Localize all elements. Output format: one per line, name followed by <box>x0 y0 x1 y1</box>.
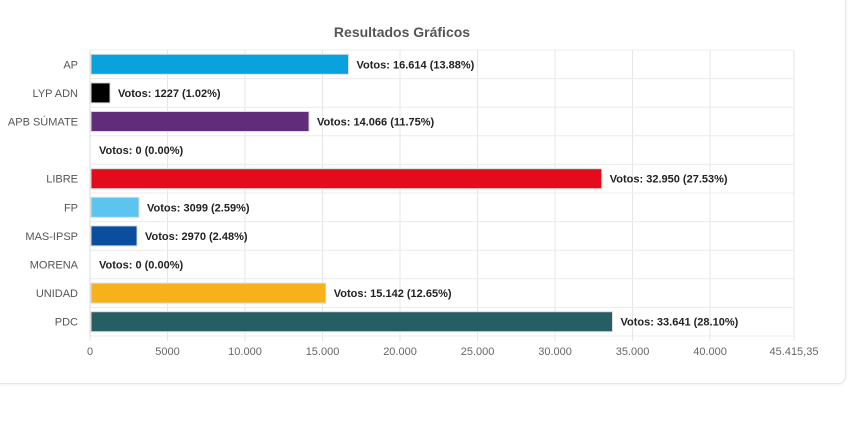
x-tick-label: 10.000 <box>228 346 262 358</box>
data-label: Votos: 33.641 (28.10%) <box>620 317 738 329</box>
category-label: LYP ADN <box>33 88 79 100</box>
category-label: FP <box>64 202 78 214</box>
x-tick-label: 30.000 <box>538 346 572 358</box>
category-label: PDC <box>55 317 78 329</box>
category-label: APB SÚMATE <box>8 116 78 129</box>
bar[interactable] <box>90 111 310 132</box>
bar[interactable] <box>90 53 350 75</box>
bar[interactable] <box>90 225 138 247</box>
data-label: Votos: 15.142 (12.65%) <box>334 288 452 300</box>
category-label: MAS-IPSP <box>25 231 78 243</box>
x-tick-label: 40.000 <box>693 346 727 358</box>
category-label: AP <box>63 59 78 71</box>
data-label: Votos: 16.614 (13.88%) <box>357 59 475 71</box>
data-label: Votos: 32.950 (27.53%) <box>610 174 728 186</box>
x-tick-label: 0 <box>87 346 93 358</box>
bar[interactable] <box>90 282 327 304</box>
data-label: Votos: 0 (0.00%) <box>99 260 183 272</box>
chart-title: Resultados Gráficos <box>333 24 471 40</box>
bar[interactable] <box>90 168 603 190</box>
data-label: Votos: 1227 (1.02%) <box>118 88 221 100</box>
bar[interactable] <box>90 196 140 218</box>
x-tick-label: 45.415,35 <box>770 346 819 358</box>
bar[interactable] <box>90 82 111 104</box>
x-tick-label: 20.000 <box>383 346 417 358</box>
category-label: MORENA <box>30 260 79 272</box>
data-label: Votos: 2970 (2.48%) <box>145 231 248 243</box>
x-tick-label: 5000 <box>155 346 179 358</box>
x-tick-label: 35.000 <box>616 346 650 358</box>
data-label: Votos: 0 (0.00%) <box>99 145 183 157</box>
category-label: LIBRE <box>46 174 78 186</box>
data-label: Votos: 14.066 (11.75%) <box>317 117 435 129</box>
category-label: UNIDAD <box>36 288 78 300</box>
data-label: Votos: 3099 (2.59%) <box>147 202 250 214</box>
x-tick-label: 25.000 <box>461 346 495 358</box>
bar[interactable] <box>90 311 613 333</box>
x-tick-label: 15.000 <box>306 346 340 358</box>
